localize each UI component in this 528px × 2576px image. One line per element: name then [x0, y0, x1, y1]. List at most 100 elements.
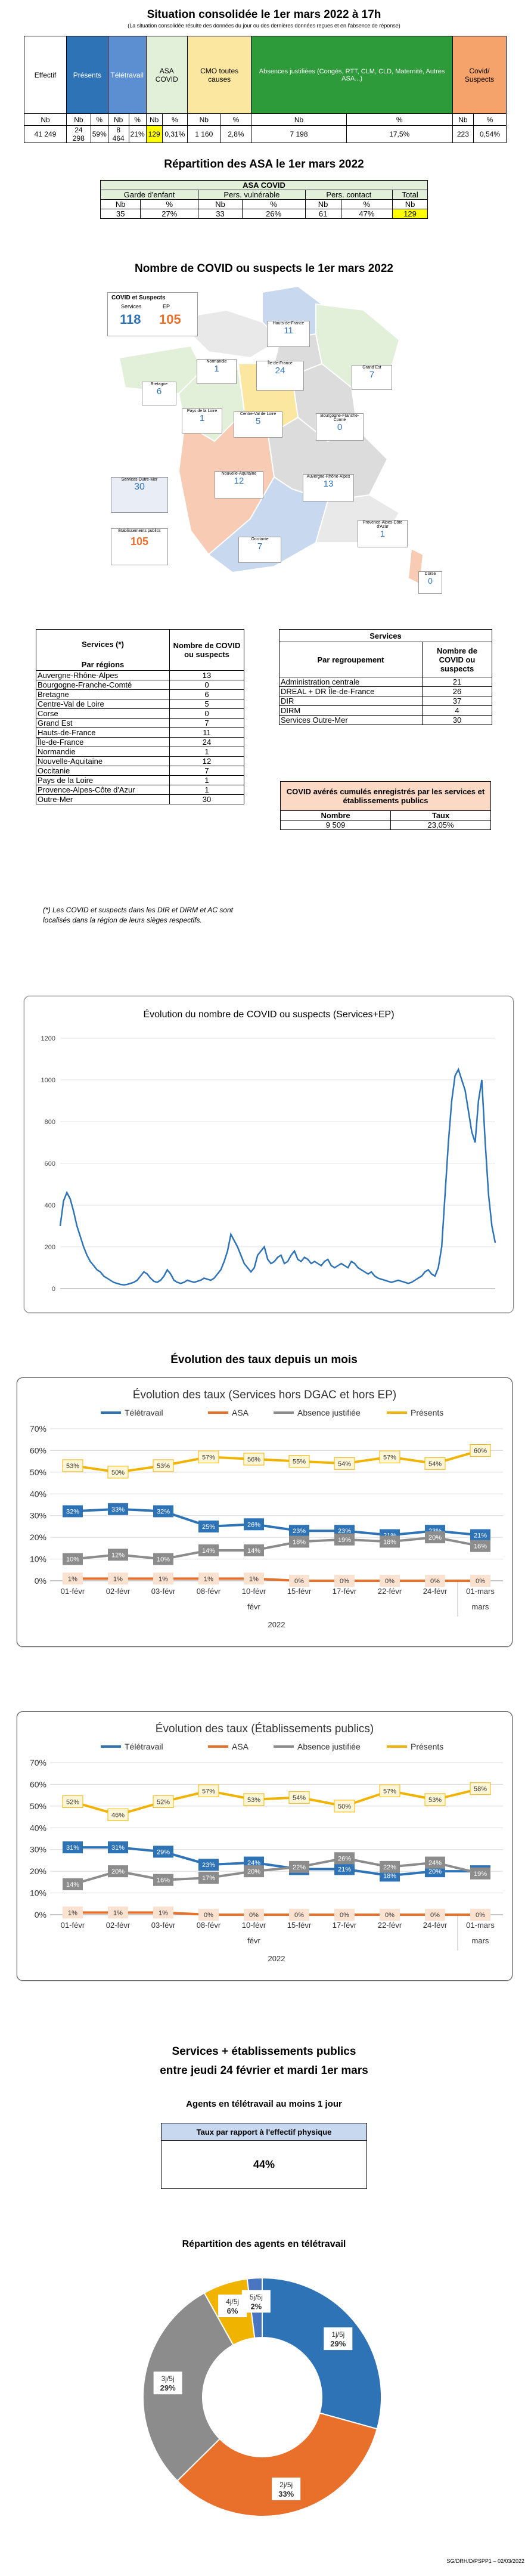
- table-row: Auvergne-Rhône-Alpes 13: [36, 670, 244, 680]
- table-row: DIR 37: [279, 696, 492, 706]
- summary-value: 2,8%: [220, 125, 252, 143]
- summary-header-absences: Absences justifiées (Congés, RTT, CLM, C…: [251, 36, 453, 114]
- pie-title: Répartition des agents en télétravail: [182, 2239, 346, 2249]
- data-label: 0%: [204, 1912, 213, 1919]
- summary-sub: %: [90, 113, 108, 126]
- y-tick-label: 40%: [30, 1823, 46, 1832]
- y-tick-label: 20%: [30, 1866, 46, 1876]
- data-label-box: [244, 1572, 264, 1585]
- map-box-outre-mer: Services Outre-Mer 30: [111, 477, 168, 513]
- summary-value: 0,31%: [161, 125, 188, 143]
- data-label: 53%: [157, 1463, 170, 1470]
- data-label-box: [108, 1549, 128, 1561]
- regions-footnote: (*) Les COVID et suspects dans les DIR e…: [43, 906, 233, 924]
- data-label-box: [425, 1531, 445, 1544]
- asa-table: ASA COVID Garde d'enfant Pers. vulnérabl…: [100, 180, 428, 219]
- series-line: [72, 1449, 481, 1473]
- data-label-box: [108, 1572, 128, 1585]
- x-tick-label: 03-févr: [151, 1921, 176, 1930]
- taux-services-panel: Évolution des taux (Services hors DGAC e…: [17, 1377, 513, 1647]
- data-label-box: [425, 1856, 445, 1869]
- summary-value: 24 298: [66, 125, 91, 143]
- taux-services-chart: Évolution des taux (Services hors DGAC e…: [30, 1389, 503, 1629]
- data-label: 1%: [113, 1909, 123, 1916]
- data-label-box: [198, 1872, 219, 1884]
- x-tick-label: 03-févr: [151, 1587, 176, 1596]
- y-tick-label: 800: [45, 1119, 55, 1126]
- y-tick-label: 70%: [30, 1758, 46, 1767]
- asa-value: 129: [392, 209, 428, 219]
- pie-slice: [262, 2277, 382, 2430]
- x-tick-label: 10-févr: [242, 1921, 266, 1930]
- table-row: Administration centrale 21: [279, 677, 492, 687]
- teletravail-box-title: Agents en télétravail au moins 1 jour: [186, 2099, 342, 2109]
- data-label: 12%: [111, 1552, 125, 1559]
- evolution-chart-panel: Évolution du nombre de COVID ou suspects…: [24, 996, 514, 1313]
- summary-value: 59%: [90, 125, 108, 143]
- data-label: 0%: [249, 1912, 259, 1919]
- summary-sub: %: [128, 113, 147, 126]
- data-label-box: [153, 1459, 174, 1472]
- data-label: 0%: [385, 1578, 395, 1585]
- table-row: Centre-Val de Loire 5: [36, 699, 244, 709]
- data-label-box: [108, 1906, 128, 1919]
- grouping-col1-header: Par regroupement: [279, 642, 423, 677]
- summary-sub: %: [220, 113, 252, 126]
- map-box-paca: Provence-Alpes-Côte d'Azur 1: [358, 520, 408, 547]
- legend-label: Absence justifiée: [297, 1408, 361, 1417]
- series-line: [73, 1846, 480, 1877]
- chart-title: Évolution des taux (Établissements publi…: [156, 1723, 374, 1735]
- teletravail-rate: 44%: [161, 2140, 367, 2189]
- data-label: 53%: [66, 1463, 79, 1470]
- data-label: 23%: [338, 1528, 351, 1535]
- table-row: Pays de la Loire 1: [36, 775, 244, 785]
- y-tick-label: 40%: [30, 1489, 46, 1498]
- data-label-box: [379, 1784, 400, 1797]
- summary-value: 8 464: [107, 125, 129, 143]
- table-row: Outre-Mer 30: [36, 794, 244, 804]
- regions-col1-header: Par régions: [36, 658, 170, 671]
- data-label-box: [470, 1782, 491, 1795]
- x-tick-label: 02-févr: [106, 1921, 131, 1930]
- table-row: Hauts-de-France 11: [36, 727, 244, 738]
- map-legend: COVID et Suspects Services EP 118 105: [107, 292, 198, 336]
- summary-value: 41 249: [24, 125, 67, 143]
- x-tick-label: 01-févr: [61, 1587, 85, 1596]
- y-tick-label: 20%: [30, 1532, 46, 1542]
- data-label-box: [334, 1909, 355, 1921]
- data-label: 23%: [293, 1528, 306, 1535]
- taux-ep-panel: Évolution des taux (Établissements publi…: [17, 1711, 513, 1981]
- x-tick-label: 08-févr: [197, 1921, 221, 1930]
- data-label: 20%: [428, 1534, 442, 1541]
- x-tick-label: 24-févr: [423, 1921, 448, 1930]
- asa-header: Pers. vulnérable: [198, 190, 306, 200]
- x-group-label: févr: [247, 1602, 260, 1611]
- data-label-box: [63, 1572, 83, 1585]
- data-label: 19%: [474, 1871, 487, 1878]
- pie-label: 5j/5j: [250, 2293, 263, 2301]
- data-label-box: [424, 1793, 446, 1806]
- pie-label: 4j/5j: [226, 2298, 239, 2306]
- cumul-table-title: COVID avérés cumulés enregistrés par les…: [280, 781, 491, 811]
- footer-ref: SG/DRH/D/PSPP1 – 02/03/2022: [446, 2558, 524, 2564]
- map-legend-ep-value: 105: [159, 312, 181, 327]
- table-row: Île-de-France 24: [36, 737, 244, 747]
- data-label: 32%: [157, 1508, 170, 1515]
- asa-header: Total: [392, 190, 428, 200]
- data-label-box: [470, 1444, 491, 1457]
- asa-sub: %: [140, 199, 199, 209]
- data-label-box: [334, 1800, 355, 1813]
- data-label-box: [153, 1572, 173, 1585]
- region-normandie: [190, 309, 281, 359]
- data-label: 57%: [202, 1788, 215, 1795]
- asa-value: 33: [198, 209, 243, 219]
- data-label: 1%: [204, 1575, 213, 1583]
- data-label-box: [243, 1453, 265, 1466]
- data-label: 52%: [157, 1799, 170, 1806]
- teletravail-table: Taux par rapport à l'effectif physique 4…: [161, 2123, 367, 2189]
- data-label: 57%: [383, 1788, 396, 1795]
- map-box-etablissements-publics: Établissements publics 105: [111, 528, 168, 565]
- data-label-box: [62, 1795, 83, 1809]
- pie-value: 33%: [278, 2490, 294, 2498]
- data-label: 16%: [474, 1543, 487, 1550]
